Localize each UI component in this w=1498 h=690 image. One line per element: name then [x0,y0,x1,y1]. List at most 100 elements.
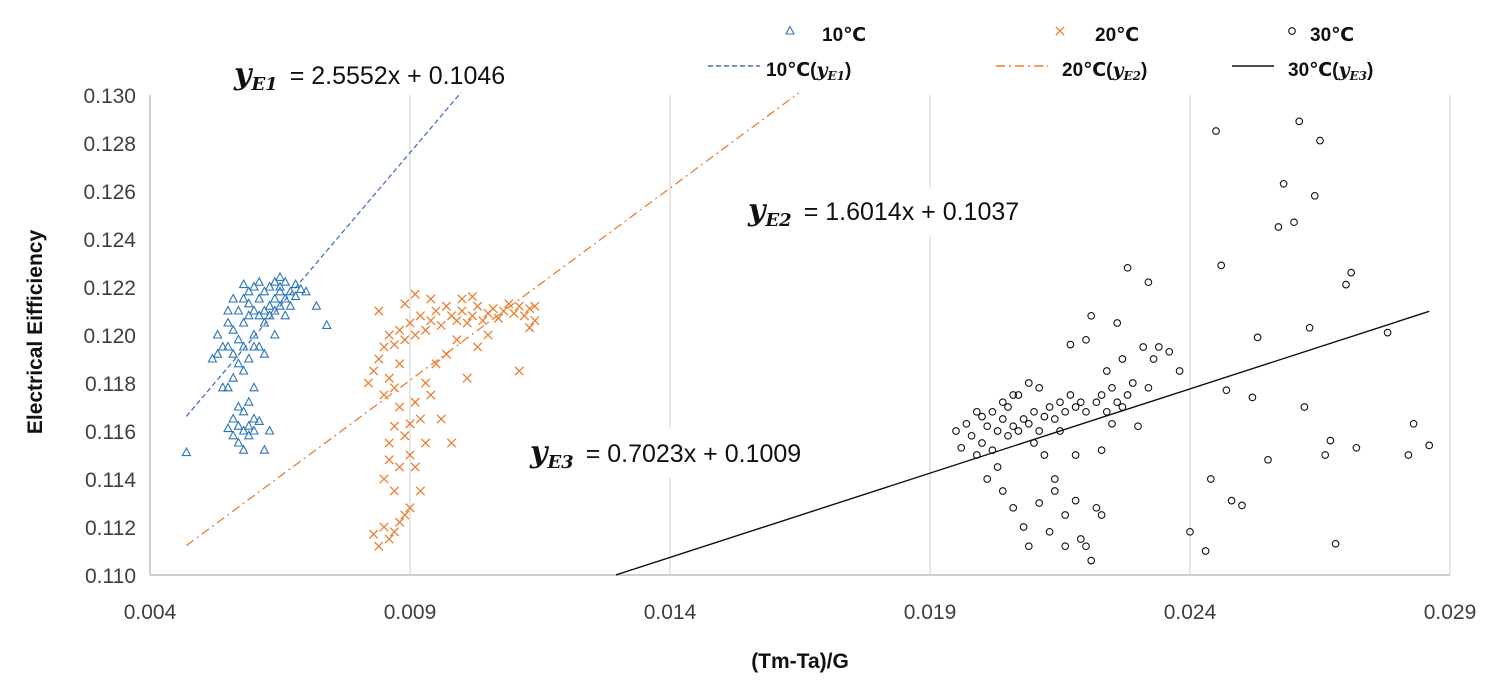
data-point [972,407,981,416]
data-point [530,315,540,326]
data-point [301,286,311,296]
data-point [311,300,322,310]
data-point [1014,391,1023,399]
data-point [410,330,420,340]
data-point [1024,542,1033,551]
fit-line [186,92,800,547]
data-point [1076,398,1085,407]
data-point [243,420,254,430]
data-point [321,319,332,329]
data-point [1092,503,1101,512]
data-point [243,286,254,296]
data-point [1035,427,1044,435]
x-tick-label: 0.014 [644,601,697,624]
equation-variable: y [529,435,550,470]
data-point [269,305,280,315]
data-point [472,342,483,352]
data-point [217,341,228,351]
data-point [957,443,966,452]
data-point [514,366,524,376]
data-point [233,437,244,447]
data-point [1347,268,1356,277]
data-points [181,117,1434,565]
data-point [379,390,389,400]
data-point [405,419,415,429]
data-point [223,382,233,392]
data-point [374,354,384,364]
legend-label: 10℃ [822,25,866,46]
gridlines [409,95,1451,575]
data-point [993,427,1002,435]
data-point [259,348,270,358]
equation-subscript: E3 [546,452,573,473]
data-point [1050,415,1059,423]
data-point [967,431,976,440]
data-point [1352,443,1361,452]
data-point [1087,556,1096,565]
data-point [504,299,514,309]
legend-label: 20℃ [1095,25,1139,46]
equation-background [518,428,896,478]
data-point [1425,441,1434,450]
data-point [415,311,426,321]
data-point [1383,328,1392,337]
data-point [426,315,436,326]
data-point [207,353,218,363]
data-point [1014,427,1023,435]
data-point [269,329,280,339]
data-point [1279,179,1288,188]
data-point [1066,340,1075,349]
data-point [233,401,244,411]
data-point [998,415,1007,423]
legend-label: 30℃ [1310,25,1354,46]
data-point [275,281,285,291]
data-point [238,293,249,303]
data-point [238,317,249,327]
data-point [415,414,426,424]
data-point [1149,355,1158,363]
data-point [389,486,400,496]
data-point [254,276,265,286]
data-point [998,398,1007,407]
data-point [1035,499,1044,507]
data-point [1316,136,1324,145]
data-point [254,341,265,351]
data-point [1290,218,1298,227]
y-tick-label: 0.128 [83,133,136,156]
data-point [1009,391,1018,399]
data-point [228,413,239,423]
data-point [1118,403,1127,411]
data-point [1097,391,1106,399]
data-point [228,372,239,382]
data-point [478,315,488,326]
data-point [467,311,478,321]
data-point [280,310,291,320]
data-point [1045,527,1054,536]
tick-labels: 0.004 0.009 0.014 0.019 0.024 0.029 0.110 0.112… [83,85,1476,624]
data-point [389,421,400,431]
data-point [233,334,244,344]
data-point [405,318,415,328]
data-point [394,462,405,472]
data-point [212,329,223,339]
data-point [275,271,285,281]
data-point [452,315,462,326]
data-point [233,420,244,430]
data-point [467,291,478,302]
data-point [420,378,431,388]
data-point [405,450,415,460]
x-tick-label: 0.019 [904,601,957,624]
data-point [514,301,524,311]
data-point [394,359,405,369]
data-point [972,451,981,459]
data-point [952,427,960,435]
data-point [410,397,420,407]
equation-label: yE1 = 2.5552x + 0.1046 [233,57,505,95]
data-point [1326,436,1335,445]
data-point [1295,117,1304,126]
data-point [249,382,259,392]
data-point [1305,323,1314,332]
data-point [238,341,249,351]
data-point [243,430,254,440]
